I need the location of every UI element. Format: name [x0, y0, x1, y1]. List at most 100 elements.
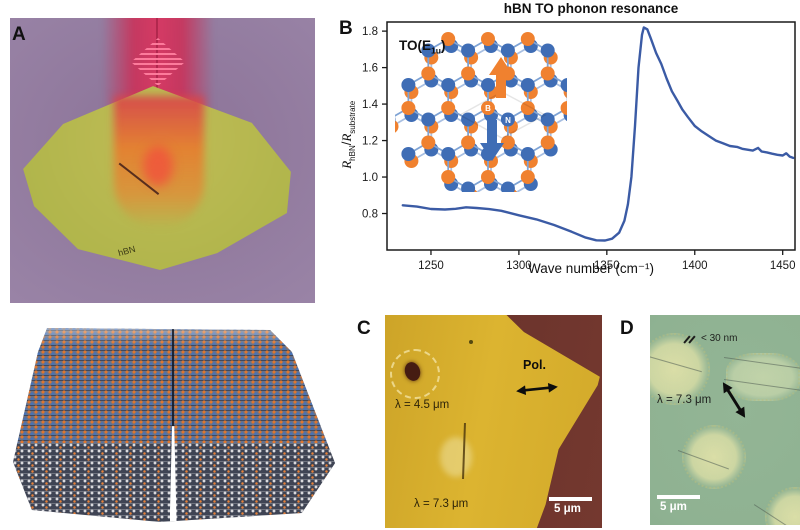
atom-boron — [520, 32, 535, 46]
atom-nitrogen — [481, 78, 495, 92]
atom-boron — [540, 66, 555, 81]
atom-boron — [500, 135, 515, 150]
y-tick-label: 1.0 — [362, 172, 378, 184]
atom-boron — [461, 66, 476, 81]
ylabel-sub2: substrate — [347, 100, 357, 134]
scale-bar-c — [549, 497, 592, 501]
ylabel-r2: R — [339, 133, 355, 142]
wavelength-annotation-4p5: λ = 4.5 μm — [395, 399, 450, 411]
panel-c-micrograph: λ = 4.5 μm λ = 7.3 μm Pol. 5 μm — [385, 315, 602, 528]
ylabel-sub1: hBN — [347, 145, 357, 161]
x-tick-label: 1450 — [770, 260, 796, 272]
atom-nitrogen — [401, 78, 416, 92]
ablation-ring — [390, 349, 440, 399]
atom-label-b: B — [485, 104, 491, 113]
x-axis-label: Wave number (cm⁻¹) — [528, 261, 654, 276]
atom-boron — [560, 101, 567, 115]
laser-spot-blob-4 — [765, 487, 800, 525]
wavelength-annotation-d: λ = 7.3 μm — [657, 394, 712, 406]
atom-boron-back — [395, 120, 399, 133]
atom-nitrogen — [421, 112, 436, 127]
hbn-lattice-inset: BN — [395, 32, 567, 192]
crack-halo — [440, 437, 472, 477]
lattice-top-surface — [13, 328, 336, 446]
y-axis-label: RhBN/Rsubstrate — [339, 50, 357, 220]
y-tick-label: 1.8 — [362, 26, 378, 38]
laser-spot-blob-2 — [726, 353, 800, 401]
panel-a-label: A — [12, 24, 26, 45]
dust-speck — [469, 340, 473, 344]
panel-d-label: D — [620, 318, 634, 339]
to-sub: 1u — [431, 45, 441, 56]
atom-boron — [540, 135, 555, 150]
panel-d-micrograph: < 30 nm λ = 7.3 μm 5 μm — [650, 315, 800, 525]
x-tick-label: 1250 — [418, 260, 444, 272]
atom-nitrogen — [500, 181, 515, 192]
panel-c-label: C — [357, 318, 371, 339]
laser-spot-blob-3 — [682, 425, 746, 489]
atom-boron — [441, 32, 456, 46]
atom-boron — [520, 101, 535, 115]
panel-a-render: hBN — [10, 18, 315, 303]
atom-boron — [441, 101, 456, 115]
atom-boron — [421, 135, 436, 150]
phonon-spectrum-chart: 1250 1300 1350 1400 1450 0.8 1.0 1.2 1.4 1.6 1.8 — [362, 21, 796, 272]
atom-nitrogen — [520, 78, 535, 92]
ylabel-r1: R — [339, 160, 355, 169]
atom-boron — [401, 101, 416, 115]
y-tick-label: 0.8 — [362, 209, 378, 221]
x-tick-label: 1300 — [506, 260, 532, 272]
atom-nitrogen — [461, 112, 476, 127]
to-prefix: TO(E — [399, 38, 432, 53]
atom-nitrogen — [395, 116, 396, 123]
nitrogen-displacement-arrow — [480, 120, 504, 161]
atom-nitrogen — [500, 43, 515, 58]
atom-boron — [481, 101, 495, 115]
atom-nitrogen — [540, 112, 555, 127]
atom-boron — [481, 32, 495, 46]
atom-nitrogen — [500, 112, 515, 127]
scale-bar-c-label: 5 μm — [554, 503, 581, 515]
lattice-crack-gap — [169, 426, 177, 522]
to-suffix: ) — [440, 38, 446, 53]
ylabel-slash: / — [339, 141, 355, 146]
atom-nitrogen — [441, 78, 456, 92]
laser-spot-blob-1 — [650, 333, 710, 405]
atom-boron — [441, 170, 456, 184]
atom-nitrogen — [441, 147, 456, 161]
polarization-arrow-icon — [516, 383, 558, 395]
lattice-crack-line — [172, 328, 175, 433]
atom-nitrogen — [461, 43, 476, 58]
atom-boron — [481, 170, 495, 184]
atom-nitrogen — [401, 147, 416, 161]
atom-boron — [520, 170, 535, 184]
atom-nitrogen — [421, 43, 436, 58]
polarization-arrow-d-icon — [722, 382, 746, 418]
panel-b-label: B — [339, 18, 353, 39]
x-tick-label: 1350 — [594, 260, 620, 272]
atom-nitrogen — [520, 147, 535, 161]
phonon-mode-label: TO(E1u) — [399, 38, 445, 56]
atom-nitrogen — [540, 43, 555, 58]
thickness-annotation: < 30 nm — [701, 333, 738, 344]
y-tick-label: 1.4 — [362, 99, 379, 111]
atom-nitrogen — [560, 78, 567, 92]
laser-hotspot — [143, 146, 173, 186]
scale-bar-d — [657, 495, 700, 499]
y-tick-label: 1.2 — [362, 136, 378, 148]
scale-bar-d-label: 5 μm — [660, 501, 687, 513]
plot-frame — [386, 21, 796, 251]
chart-title: hBN TO phonon resonance — [503, 1, 679, 16]
y-tick-label: 1.6 — [362, 63, 378, 75]
atom-label-n: N — [505, 116, 511, 125]
boron-displacement-arrow — [489, 57, 513, 98]
atom-boron — [421, 66, 436, 81]
polarization-label: Pol. — [523, 358, 546, 372]
hbn-lattice-3d — [13, 328, 336, 522]
x-tick-label: 1400 — [682, 260, 708, 272]
reflectance-curve — [401, 26, 795, 242]
atom-nitrogen — [461, 181, 476, 192]
wavelength-annotation-7p3: λ = 7.3 μm — [414, 498, 469, 510]
atom-boron — [461, 135, 476, 150]
